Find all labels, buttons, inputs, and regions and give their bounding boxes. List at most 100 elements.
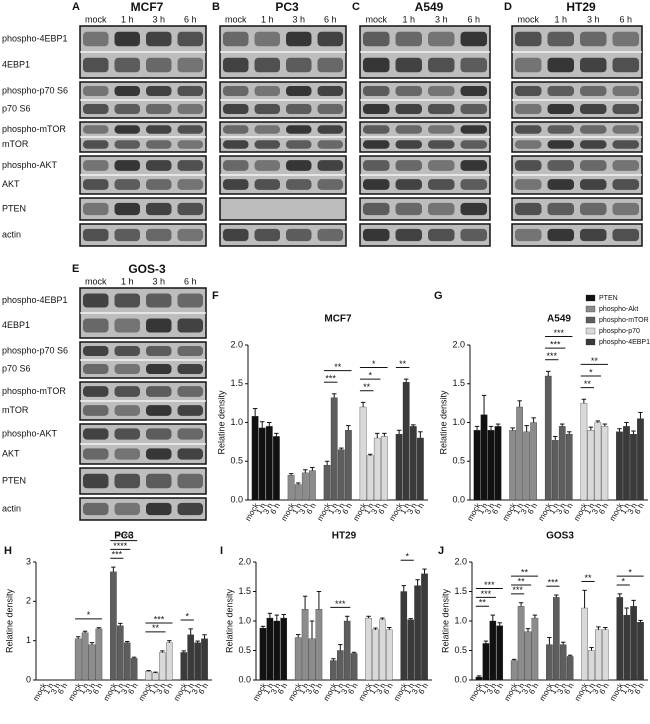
significance-label: **** xyxy=(113,541,128,551)
band xyxy=(114,502,140,516)
band xyxy=(177,140,203,149)
lane-label: mock xyxy=(225,14,247,24)
lane-label: 3 h xyxy=(292,14,305,24)
bar xyxy=(359,406,367,501)
legend-label: phospho-mTOR xyxy=(599,317,649,324)
bar xyxy=(637,622,644,681)
band xyxy=(114,103,140,115)
bar xyxy=(416,437,424,501)
band xyxy=(515,140,542,149)
band xyxy=(83,103,109,115)
panel-letter: A xyxy=(72,1,80,13)
bar xyxy=(308,470,316,501)
row-label: phospho-AKT xyxy=(2,160,58,170)
band xyxy=(515,125,542,134)
blot-box xyxy=(79,223,207,247)
band xyxy=(223,140,249,149)
band xyxy=(612,103,639,115)
band xyxy=(580,140,607,149)
bar xyxy=(294,484,302,501)
band xyxy=(83,140,109,149)
band xyxy=(612,140,639,149)
band xyxy=(460,179,487,190)
band xyxy=(460,140,487,149)
significance-label: * xyxy=(589,367,593,377)
bar xyxy=(180,652,188,681)
band xyxy=(146,179,172,190)
band xyxy=(177,202,203,216)
band xyxy=(515,85,542,97)
band xyxy=(177,318,203,333)
bar xyxy=(95,628,103,681)
chart-title: A549 xyxy=(547,314,571,325)
y-tick-label: 1.0 xyxy=(230,417,243,427)
band xyxy=(146,405,172,416)
y-tick-label: 2.0 xyxy=(454,556,467,566)
band xyxy=(547,160,574,171)
blot-title: PC3 xyxy=(275,0,299,14)
y-tick-label: 1.5 xyxy=(238,586,251,596)
band xyxy=(612,85,639,97)
bar xyxy=(546,644,553,681)
band xyxy=(114,318,140,333)
legend-label: phospho-p70 xyxy=(599,328,640,335)
band xyxy=(146,140,172,149)
band xyxy=(83,318,109,333)
band xyxy=(317,85,343,97)
significance-label: **** xyxy=(117,532,132,542)
blot-box xyxy=(511,197,643,221)
bar xyxy=(294,637,302,681)
band xyxy=(286,57,312,73)
band xyxy=(363,179,390,190)
band xyxy=(146,202,172,216)
band xyxy=(580,202,607,216)
band xyxy=(83,363,109,375)
band xyxy=(395,85,422,97)
bar xyxy=(74,638,82,681)
band xyxy=(177,363,203,375)
band xyxy=(395,103,422,115)
band xyxy=(317,125,343,134)
bar xyxy=(287,475,295,501)
band xyxy=(114,428,140,440)
band xyxy=(515,57,542,73)
y-tick-label: 2 xyxy=(26,596,31,606)
bar xyxy=(343,620,351,681)
bar xyxy=(301,472,309,501)
band xyxy=(612,125,639,134)
bar xyxy=(407,619,414,681)
bar xyxy=(402,382,410,501)
band xyxy=(146,318,172,333)
band xyxy=(114,57,140,73)
blot-box xyxy=(359,197,491,221)
lane-label: mock xyxy=(85,14,107,24)
legend-swatch xyxy=(585,316,596,324)
bar xyxy=(409,426,417,501)
bar xyxy=(414,585,421,681)
band xyxy=(363,57,390,73)
bar xyxy=(531,617,539,681)
y-tick-label: 1.0 xyxy=(454,615,467,625)
bar xyxy=(530,422,537,501)
significance-label: * xyxy=(372,359,376,369)
band xyxy=(428,57,455,73)
band xyxy=(146,428,172,440)
y-tick-label: 1.0 xyxy=(452,417,465,427)
band xyxy=(83,228,109,242)
band xyxy=(254,31,280,47)
significance-label: ** xyxy=(518,576,526,586)
band xyxy=(286,179,312,190)
band xyxy=(428,140,455,149)
band xyxy=(515,202,542,216)
legend-swatch xyxy=(585,338,596,346)
band xyxy=(460,228,487,242)
band xyxy=(317,31,343,47)
significance-label: ** xyxy=(521,568,529,578)
band xyxy=(83,85,109,97)
lane-label: 6 h xyxy=(184,14,197,24)
band xyxy=(83,428,109,440)
y-tick-label: 0.0 xyxy=(454,674,467,684)
band xyxy=(114,31,140,47)
bar xyxy=(630,606,637,681)
